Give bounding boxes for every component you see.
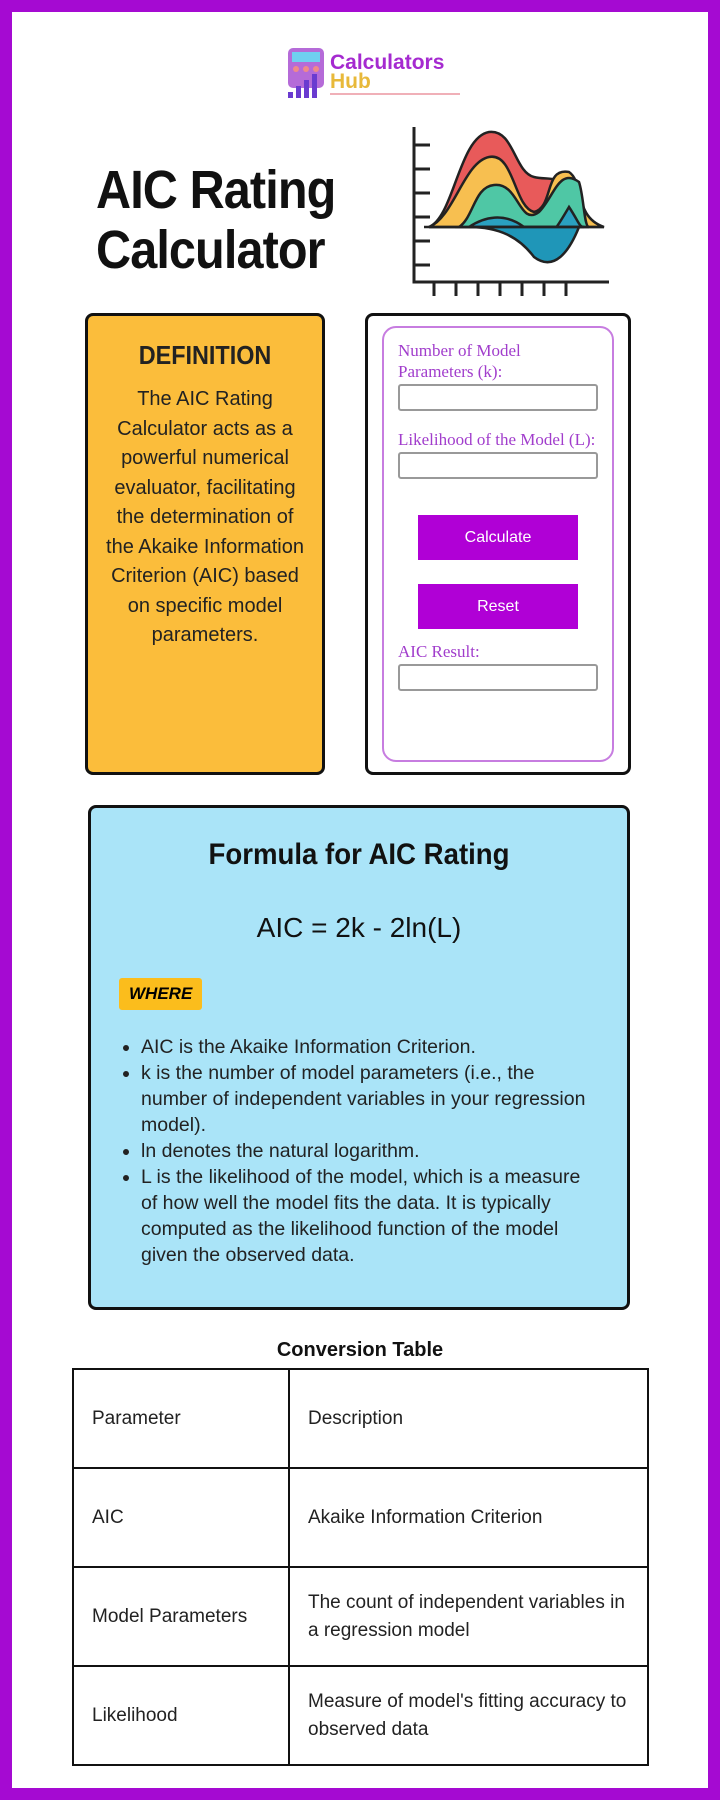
definition-text: The AIC Rating Calculator acts as a powe… [106,388,304,646]
k-input[interactable] [398,384,598,411]
formula-bullets: AIC is the Akaike Information Criterion.… [119,1034,599,1268]
bullet-item: ln denotes the natural logarithm. [141,1138,599,1164]
table-row: Model Parameters The count of independent… [72,1566,649,1667]
result-output[interactable] [398,664,598,691]
calculator-card: Number of Model Parameters (k): Likeliho… [365,313,631,775]
bullet-item: L is the likelihood of the model, which … [141,1164,599,1268]
table-row: AIC Akaike Information Criterion [72,1467,649,1568]
calculator-form: Number of Model Parameters (k): Likeliho… [382,326,614,762]
formula-card: Formula for AIC Rating AIC = 2k - 2ln(L)… [88,805,630,1310]
reset-button[interactable]: Reset [418,584,578,629]
table-row: Likelihood Measure of model's fitting acc… [72,1665,649,1766]
calculator-bars-icon [288,48,324,98]
result-label: AIC Result: [398,642,480,661]
calculate-button[interactable]: Calculate [418,515,578,560]
page: Calculators Hub AIC Rating Calculator DEFI… [12,12,708,1788]
l-input[interactable] [398,452,598,479]
l-label: Likelihood of the Model (L): [398,430,596,449]
bullet-item: k is the number of model parameters (i.e… [141,1060,599,1138]
k-label: Number of Model Parameters (k): [398,341,521,381]
formula-heading: Formula for AIC Rating [208,838,510,871]
formula-equation: AIC = 2k - 2ln(L) [256,912,462,943]
brand-line1: Calculators [330,51,445,74]
conversion-table: Parameter Description AIC Akaike Informati… [72,1368,649,1766]
ridgeline-chart-illustration [412,127,609,296]
table-title: Conversion Table [276,1339,444,1361]
brand-logo: Calculators Hub [286,48,460,100]
table-row: Parameter Description [72,1368,649,1469]
definition-heading: DEFINITION [138,340,272,370]
definition-card: DEFINITION The AIC Rating Calculator act… [85,313,325,775]
bullet-item: AIC is the Akaike Information Criterion. [141,1034,599,1060]
brand-line2: Hub [330,70,371,93]
where-badge: WHERE [119,978,203,1010]
page-title: AIC Rating Calculator [96,160,336,280]
